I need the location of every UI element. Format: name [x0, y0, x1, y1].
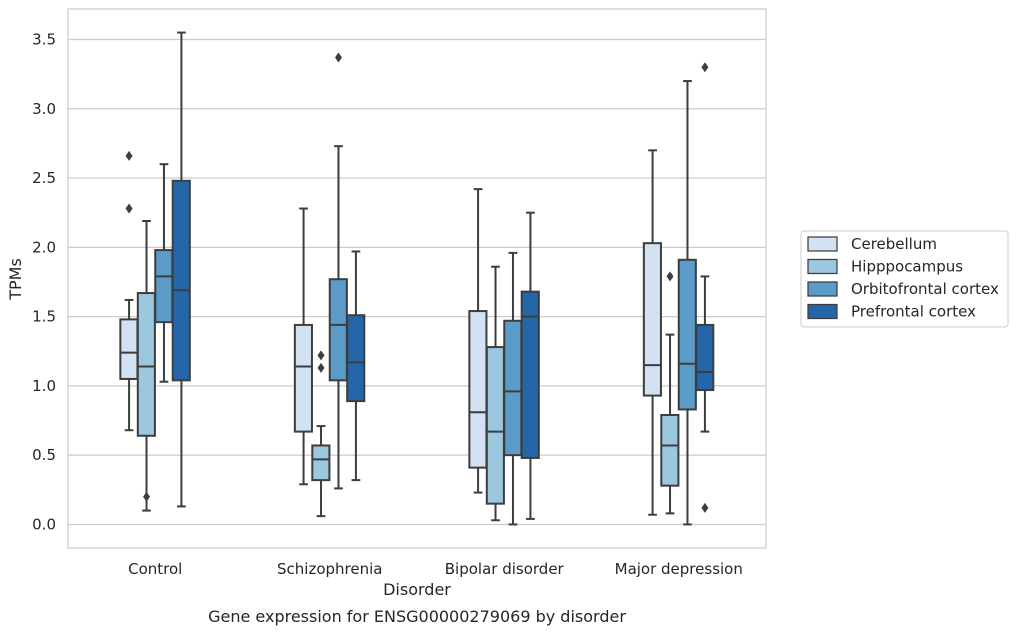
outlier-point: [143, 491, 151, 502]
x-tick-labels: Control Schizophrenia Bipolar disorder Majo…: [128, 560, 743, 578]
y-tick-label: 2.0: [32, 238, 56, 256]
legend-item: Cerebellum: [807, 235, 937, 253]
box-iqr: [503, 319, 523, 457]
outlier-point: [125, 203, 133, 214]
x-tick-label: Bipolar disorder: [445, 560, 565, 578]
box: [136, 219, 156, 512]
legend-items: Cerebellum Hipppocampus Orbitofrontal cort…: [807, 235, 999, 321]
y-tick-label: 1.5: [32, 308, 56, 326]
y-axis-label: TPMs: [6, 258, 25, 301]
box: [485, 265, 505, 522]
box-iqr: [346, 314, 366, 403]
box-iqr: [119, 318, 139, 380]
box: [346, 250, 366, 482]
chart-title: Gene expression for ENSG00000279069 by d…: [208, 607, 626, 626]
box: [468, 188, 488, 494]
outlier-point: [125, 150, 133, 161]
box: [171, 31, 191, 508]
legend-item: Orbitofrontal cortex: [807, 280, 999, 298]
y-tick-label: 0.5: [32, 446, 56, 464]
legend-label: Cerebellum: [851, 235, 937, 253]
plot-area-frame: [67, 8, 767, 549]
legend-item: Hipppocampus: [807, 258, 963, 276]
box-iqr: [468, 310, 488, 469]
y-tick-label: 0.0: [32, 515, 56, 533]
box-iqr: [660, 413, 680, 487]
box: [503, 251, 523, 526]
x-tick-label: Control: [128, 560, 182, 578]
box-iqr: [677, 258, 697, 411]
legend-item: Prefrontal cortex: [807, 303, 976, 321]
box-iqr: [136, 292, 156, 437]
box-iqr: [171, 179, 191, 382]
box: [660, 271, 680, 515]
x-tick-label: Major depression: [615, 560, 743, 578]
box: [695, 62, 715, 513]
outlier-point: [334, 52, 342, 63]
outlier-point: [317, 350, 325, 361]
box-iqr: [154, 249, 174, 324]
y-tick-labels: 0.0 0.5 1.0 1.5 2.0 2.5 3.0 3.5: [32, 30, 56, 533]
legend-swatch: [807, 281, 838, 297]
y-tick-label: 1.0: [32, 377, 56, 395]
y-tick-label: 3.5: [32, 30, 56, 48]
box-series: [119, 31, 715, 526]
legend-frame: [800, 230, 1009, 328]
box: [293, 207, 313, 486]
outlier-point: [666, 271, 674, 282]
legend-swatch: [807, 258, 838, 275]
legend: Cerebellum Hipppocampus Orbitofrontal cort…: [800, 230, 1009, 328]
box-iqr: [328, 278, 348, 382]
box-iqr: [520, 290, 540, 459]
legend-label: Hipppocampus: [851, 258, 963, 276]
box: [677, 80, 697, 526]
outlier-point: [701, 502, 709, 513]
box-iqr: [695, 323, 715, 392]
legend-swatch: [807, 236, 838, 252]
box: [520, 211, 540, 520]
legend-label: Orbitofrontal cortex: [851, 280, 999, 298]
y-tick-label: 2.5: [32, 169, 56, 187]
box-iqr: [293, 323, 313, 433]
y-tick-label: 3.0: [32, 100, 56, 118]
box: [311, 350, 331, 518]
box-iqr: [311, 444, 331, 482]
outlier-point: [701, 62, 709, 73]
legend-label: Prefrontal cortex: [851, 303, 976, 321]
x-axis-label: Disorder: [383, 580, 451, 599]
box: [642, 149, 662, 516]
box-iqr: [485, 346, 505, 505]
legend-swatch: [807, 303, 838, 320]
outlier-point: [317, 362, 325, 373]
box-iqr: [642, 242, 662, 397]
x-tick-label: Schizophrenia: [277, 560, 382, 578]
